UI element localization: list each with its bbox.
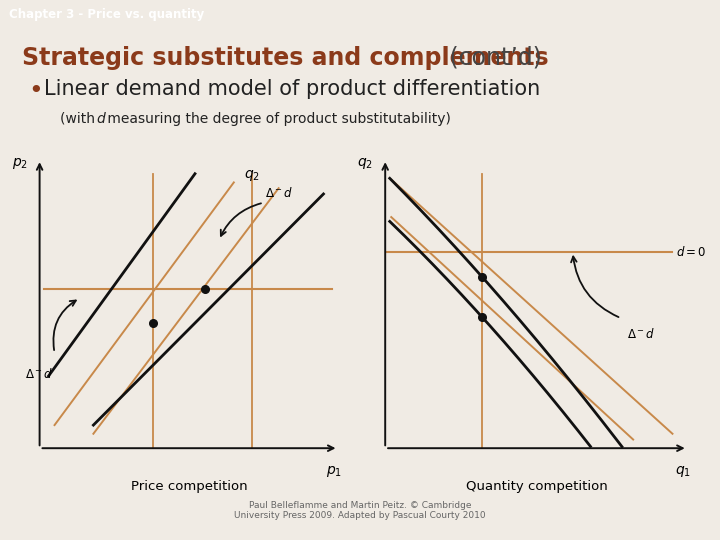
Text: $d = 0$: $d = 0$ xyxy=(675,245,706,259)
Text: $\Delta^-d$: $\Delta^-d$ xyxy=(265,186,293,200)
Text: $q_1$: $q_1$ xyxy=(675,464,691,479)
Text: $q_2$: $q_2$ xyxy=(244,168,260,183)
Text: measuring the degree of product substitutability): measuring the degree of product substitu… xyxy=(103,112,451,126)
Text: (with: (with xyxy=(60,112,99,126)
Text: Quantity competition: Quantity competition xyxy=(466,480,607,493)
Text: •: • xyxy=(28,79,42,103)
Text: $\Delta^-d$: $\Delta^-d$ xyxy=(627,327,655,341)
Text: d: d xyxy=(96,112,104,126)
Text: $\Delta^-d$: $\Delta^-d$ xyxy=(24,367,53,381)
Text: Price competition: Price competition xyxy=(131,480,247,493)
Text: Linear demand model of product differentiation: Linear demand model of product different… xyxy=(44,79,540,99)
Text: Strategic substitutes and complements: Strategic substitutes and complements xyxy=(22,46,549,70)
Text: $q_2$: $q_2$ xyxy=(357,156,373,171)
Text: $p_1$: $p_1$ xyxy=(326,464,342,479)
Text: (cont’d): (cont’d) xyxy=(442,46,542,70)
Text: Chapter 3 - Price vs. quantity: Chapter 3 - Price vs. quantity xyxy=(9,8,204,22)
Text: $p_2$: $p_2$ xyxy=(12,156,27,171)
Text: Paul Belleflamme and Martin Peitz. © Cambridge
University Press 2009. Adapted by: Paul Belleflamme and Martin Peitz. © Cam… xyxy=(234,501,486,520)
